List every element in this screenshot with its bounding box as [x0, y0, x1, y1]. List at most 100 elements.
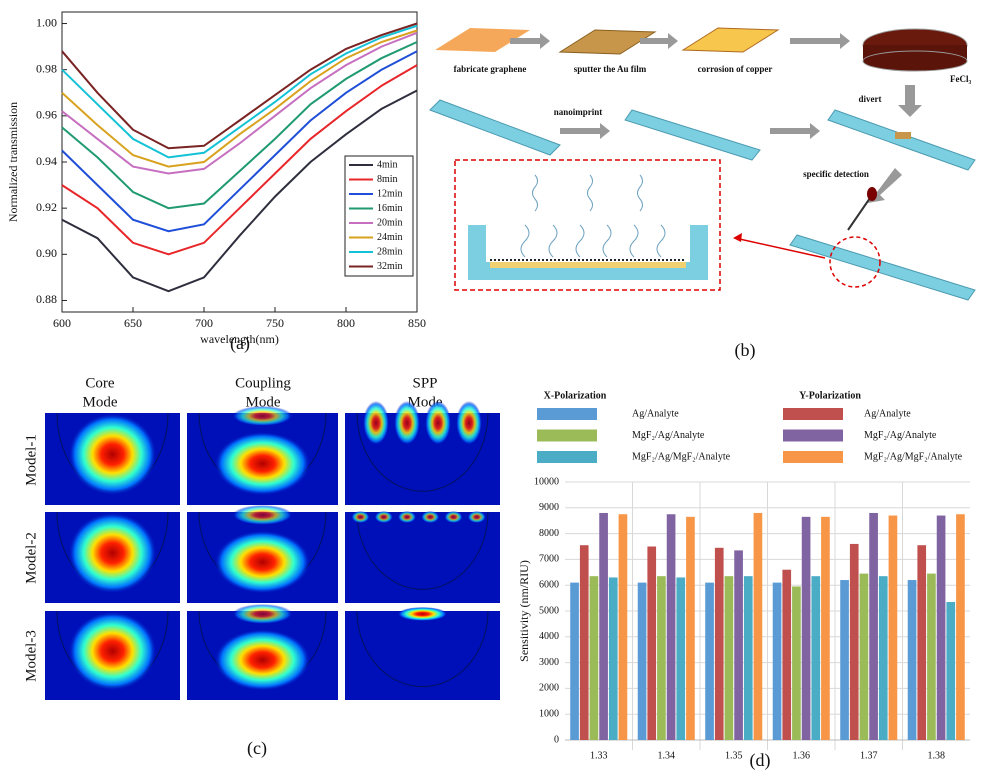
bar [724, 576, 734, 740]
mode-field [214, 431, 311, 496]
legend-label: MgF₂/Ag/Analyte [632, 430, 705, 441]
y-tick-label: 0 [554, 734, 559, 745]
legend-label: 32min [377, 261, 403, 272]
cross-section [468, 225, 708, 280]
y-tick-label: 6000 [539, 579, 559, 590]
y-tick-label: 9000 [539, 502, 559, 513]
column-header: Coupling [235, 375, 291, 391]
fiber-outline [356, 610, 489, 688]
panel-label: (a) [230, 333, 250, 354]
panel-label: (d) [750, 750, 771, 771]
legend-swatch [783, 451, 843, 463]
detection-label: specific detection [803, 169, 869, 179]
dish-base [862, 50, 968, 72]
step-label: fabricate graphene [454, 64, 527, 74]
bar [618, 514, 628, 740]
bar [686, 516, 695, 740]
bar [570, 582, 579, 740]
mode-field [467, 511, 486, 523]
mode-field [398, 511, 416, 523]
column-header: SPP [412, 375, 437, 391]
bar [888, 515, 898, 740]
legend-label: 28min [377, 246, 403, 257]
mode-field [214, 628, 311, 692]
series-line [61, 41, 418, 210]
mode-field [394, 401, 420, 445]
divert-label: divert [859, 94, 882, 104]
legend-label: MgF₂/Ag/Analyte [864, 430, 937, 441]
bar [792, 586, 801, 740]
bar [753, 512, 763, 740]
bar [811, 576, 821, 740]
mode-field [421, 511, 440, 523]
y-tick-label: 1.00 [36, 15, 57, 29]
mode-field [425, 401, 451, 445]
row-label: Model-3 [23, 630, 39, 682]
fibers [429, 99, 976, 301]
bar [647, 546, 657, 740]
bar [917, 545, 927, 740]
nanoimprint-label: nanoimprint [554, 107, 603, 117]
bar [878, 576, 888, 740]
series-line [61, 29, 418, 168]
legend-title: Y-Polarization [799, 390, 861, 401]
bar [801, 516, 811, 740]
fiber-outline [356, 412, 489, 492]
legend-label: MgF₂/Ag/MgF₂/Analyte [864, 451, 963, 462]
x-tick-label: 1.34 [658, 750, 676, 761]
au-film [558, 29, 657, 55]
series-line [61, 24, 418, 159]
legend-label: 24min [377, 232, 403, 243]
y-tick-label: 10000 [534, 476, 559, 487]
bar [589, 576, 599, 740]
drop [867, 187, 877, 201]
zoom-circle [829, 236, 881, 288]
bar [936, 515, 946, 740]
y-axis-label: Normalized transmission [6, 102, 20, 222]
bar [869, 512, 878, 740]
legend-swatch [537, 451, 597, 463]
bar [657, 576, 666, 740]
mode-field [232, 505, 293, 525]
fiber-outline [356, 511, 489, 590]
bar [637, 582, 647, 740]
x-tick-label: 1.35 [725, 750, 743, 761]
step-label: sputter the Au film [574, 64, 647, 74]
bar [666, 514, 676, 740]
column-header: Core [85, 375, 115, 391]
x-tick-label: 700 [195, 316, 213, 330]
y-tick-label: 3000 [539, 657, 559, 668]
bar [849, 543, 859, 740]
y-tick-label: 8000 [539, 528, 559, 539]
bar [734, 550, 743, 740]
y-tick-label: 5000 [539, 605, 559, 616]
legend-label: 8min [377, 174, 398, 185]
row-label: Model-2 [23, 532, 39, 584]
y-tick-label: 4000 [539, 631, 559, 642]
legend-label: MgF₂/Ag/MgF₂/Analyte [632, 451, 731, 462]
x-tick-label: 1.36 [793, 750, 811, 761]
chip [895, 132, 911, 139]
legend-swatch [783, 408, 843, 420]
pipette [847, 197, 871, 231]
bar [907, 580, 917, 740]
x-tick-label: 650 [124, 316, 142, 330]
legend-label: 16min [377, 203, 403, 214]
bar [946, 601, 956, 740]
mode-field [67, 611, 158, 692]
panel-label: (b) [735, 340, 756, 361]
zoom-line [734, 237, 826, 259]
panel-label: (c) [247, 738, 267, 759]
bar [676, 577, 686, 740]
legend-box [344, 155, 414, 277]
series-line [61, 31, 418, 175]
bar [927, 573, 936, 740]
x-tick-label: 750 [266, 316, 284, 330]
bar [772, 582, 782, 740]
legend-label: Ag/Analyte [864, 408, 911, 419]
legend-label: 12min [377, 188, 403, 199]
mode-field [67, 512, 158, 594]
bar [743, 576, 753, 740]
bar [956, 514, 965, 740]
